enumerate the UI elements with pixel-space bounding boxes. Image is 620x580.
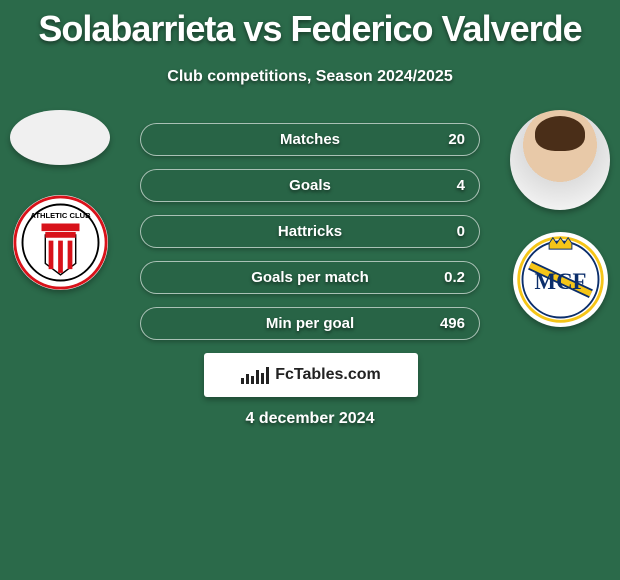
stat-label: Matches	[280, 131, 340, 148]
stat-row-gpm: Goals per match 0.2	[140, 261, 480, 294]
svg-text:ATHLETIC CLUB: ATHLETIC CLUB	[30, 211, 91, 220]
stat-label: Goals	[289, 177, 331, 194]
club-crest-realmadrid: MCF	[513, 232, 608, 327]
club-crest-athletic: ATHLETIC CLUB	[13, 195, 108, 290]
stat-value-right: 4	[457, 177, 465, 194]
stat-row-mpg: Min per goal 496	[140, 307, 480, 340]
stat-row-matches: Matches 20	[140, 123, 480, 156]
stat-value-right: 20	[448, 131, 465, 148]
brand-text: FcTables.com	[275, 366, 381, 384]
date-text: 4 december 2024	[0, 410, 620, 428]
stat-row-hattricks: Hattricks 0	[140, 215, 480, 248]
svg-text:MCF: MCF	[534, 269, 586, 294]
stat-value-right: 496	[440, 315, 465, 332]
player-left-column: ATHLETIC CLUB	[5, 110, 115, 290]
player-right-column: MCF	[505, 110, 615, 327]
brand-footer: FcTables.com	[204, 353, 418, 397]
stat-row-goals: Goals 4	[140, 169, 480, 202]
page-title: Solabarrieta vs Federico Valverde	[0, 0, 620, 50]
stat-label: Min per goal	[266, 315, 354, 332]
stat-value-right: 0.2	[444, 269, 465, 286]
player-left-avatar	[10, 110, 110, 165]
stat-label: Goals per match	[251, 269, 369, 286]
stat-value-right: 0	[457, 223, 465, 240]
brand-bars-icon	[241, 367, 269, 384]
player-right-avatar	[510, 110, 610, 210]
stat-label: Hattricks	[278, 223, 342, 240]
subtitle: Club competitions, Season 2024/2025	[0, 68, 620, 86]
stats-panel: Matches 20 Goals 4 Hattricks 0 Goals per…	[140, 123, 480, 353]
